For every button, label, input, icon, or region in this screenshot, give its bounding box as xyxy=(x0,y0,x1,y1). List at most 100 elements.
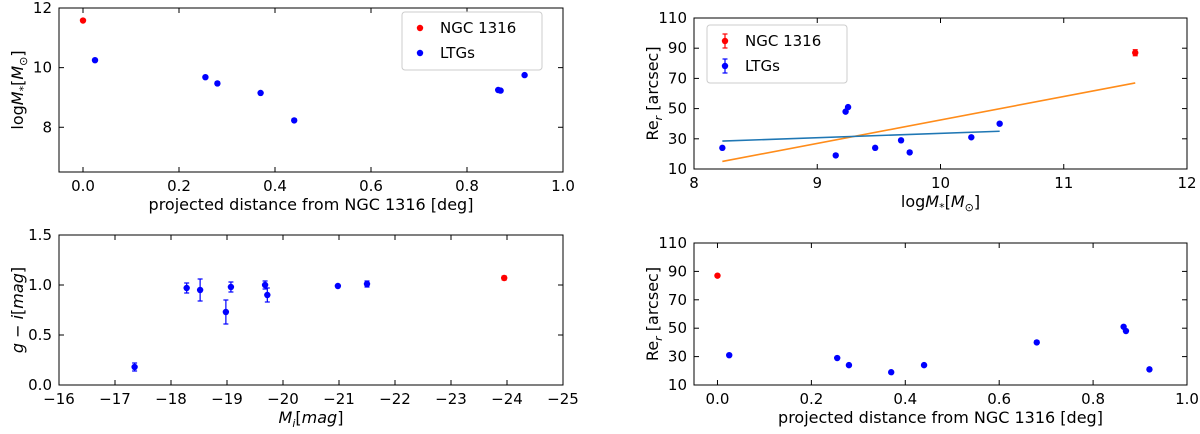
x-tick-label: −19 xyxy=(211,390,243,408)
x-tick-label: 9 xyxy=(812,174,822,192)
data-point-ltgs xyxy=(968,134,975,141)
y-tick-label: 70 xyxy=(668,69,687,87)
x-tick-label: 0.0 xyxy=(71,177,95,195)
legend: NGC 1316 LTGs xyxy=(401,11,543,71)
x-tick-label: −24 xyxy=(491,390,523,408)
data-point-ltgs xyxy=(832,152,839,159)
x-tick-label: −23 xyxy=(435,390,467,408)
y-tick-label: 110 xyxy=(658,9,687,27)
data-point-ltgs xyxy=(719,144,726,152)
x-tick-label: 0.8 xyxy=(455,177,479,195)
plot-frame xyxy=(58,7,564,173)
chart-color-vs-magnitude: −16 −17 −18 −19 −20 −21 −22 −23 −24 −25 0.0 0.5 1.0 1… xyxy=(8,226,579,430)
data-point-ltgs xyxy=(183,284,190,292)
data-point-ltgs xyxy=(726,351,733,359)
x-tick-label: 1.0 xyxy=(551,177,575,195)
x-tick-label: 10 xyxy=(931,174,950,192)
y-tick-label: 10 xyxy=(668,376,687,394)
data-point-ltgs xyxy=(91,56,99,64)
x-tick-label: 0.2 xyxy=(167,177,191,195)
x-axis-label: Mi[mag] xyxy=(279,408,344,430)
data-point-ltgs xyxy=(888,369,895,376)
y-tick-label: 0.5 xyxy=(28,326,52,344)
data-point-ltgs xyxy=(222,308,230,316)
x-tick-label: 0.4 xyxy=(263,177,287,195)
x-tick-label: 0.2 xyxy=(799,390,823,408)
x-tick-label: 0.6 xyxy=(359,177,383,195)
x-axis-label: logM*[M⊙] xyxy=(901,192,980,214)
plot-frame xyxy=(58,234,564,386)
legend-marker xyxy=(721,37,729,45)
y-axis-label: Rer [arcsec] xyxy=(643,46,665,140)
data-point-ngc-1316 xyxy=(1132,49,1139,56)
data-point-ltgs xyxy=(196,286,204,294)
data-point-ltgs xyxy=(844,103,852,111)
y-tick-label: 1.0 xyxy=(28,276,52,294)
x-tick-label: −20 xyxy=(267,390,299,408)
plot-frame xyxy=(693,242,1188,386)
y-tick-label: 10 xyxy=(33,59,52,77)
x-axis-label: projected distance from NGC 1316 [deg] xyxy=(149,195,474,214)
data-point-ltgs xyxy=(291,117,298,124)
x-tick-label: −17 xyxy=(99,390,131,408)
x-tick-label: 0.6 xyxy=(987,390,1011,408)
legend-label: NGC 1316 xyxy=(440,19,516,37)
data-point-ltgs xyxy=(871,144,879,152)
line-fit-orange xyxy=(722,82,1136,163)
data-point-ltgs xyxy=(257,89,264,97)
legend-box xyxy=(401,11,543,71)
y-tick-label: 1.5 xyxy=(28,226,52,244)
y-axis-label: Rer [arcsec] xyxy=(643,267,665,361)
y-tick-label: 30 xyxy=(668,130,687,148)
y-tick-label: 110 xyxy=(658,234,687,252)
data-point-ltgs xyxy=(214,80,221,87)
data-point-ltgs xyxy=(1146,366,1153,373)
data-point-ltgs xyxy=(920,361,928,369)
data-point-ltgs xyxy=(261,281,269,289)
data-point-ltgs xyxy=(1033,339,1040,346)
legend-box xyxy=(706,24,848,84)
data-point-ngc-1316 xyxy=(79,17,87,24)
y-tick-label: 90 xyxy=(668,39,687,57)
x-tick-label: −25 xyxy=(547,390,579,408)
x-tick-label: 1.0 xyxy=(1175,390,1199,408)
y-axis-label: logM*[M⊙] xyxy=(8,50,30,129)
data-point-ltgs xyxy=(363,280,371,288)
y-tick-label: 90 xyxy=(668,262,687,280)
x-tick-label: −21 xyxy=(323,390,355,408)
data-point-ltgs xyxy=(227,283,235,291)
data-point-ltgs xyxy=(497,87,504,94)
data-point-ltgs xyxy=(996,120,1003,127)
legend-label: NGC 1316 xyxy=(745,32,821,50)
data-point-ltgs xyxy=(131,363,138,371)
y-tick-label: 10 xyxy=(668,160,687,178)
data-point-ltgs xyxy=(906,149,913,156)
chart-radius-vs-mass: 8 9 10 11 12 10 30 50 70 90 110 logM*[M⊙] Rer [arcse… xyxy=(643,9,1197,214)
data-point-ltgs xyxy=(1122,327,1130,335)
data-point-ltgs xyxy=(334,282,342,290)
y-tick-label: 50 xyxy=(668,319,687,337)
data-point-ltgs xyxy=(202,73,209,81)
x-tick-label: −16 xyxy=(43,390,75,408)
x-tick-label: 11 xyxy=(1054,174,1073,192)
data-point-ltgs xyxy=(845,361,853,369)
y-tick-label: 0.0 xyxy=(28,376,52,394)
data-point-ltgs xyxy=(834,354,841,362)
x-tick-label: 0.4 xyxy=(893,390,917,408)
y-tick-label: 70 xyxy=(668,291,687,309)
legend: NGC 1316 LTGs xyxy=(706,24,848,84)
legend-marker xyxy=(416,49,424,57)
data-point-ngc-1316 xyxy=(501,274,508,282)
y-axis-label: g − i[mag] xyxy=(8,267,27,353)
legend-label: LTGs xyxy=(745,57,780,75)
data-point-ltgs xyxy=(521,71,528,79)
x-tick-label: 12 xyxy=(1177,174,1196,192)
y-tick-label: 12 xyxy=(33,0,52,17)
data-point-ltgs xyxy=(264,291,271,299)
legend-marker xyxy=(721,62,729,70)
chart-mass-vs-distance: 0.0 0.2 0.4 0.6 0.8 1.0 8 10 12 projected distanc… xyxy=(8,0,575,214)
x-tick-label: 0.0 xyxy=(706,390,730,408)
data-point-ltgs xyxy=(897,137,905,144)
legend-label: LTGs xyxy=(440,44,475,62)
